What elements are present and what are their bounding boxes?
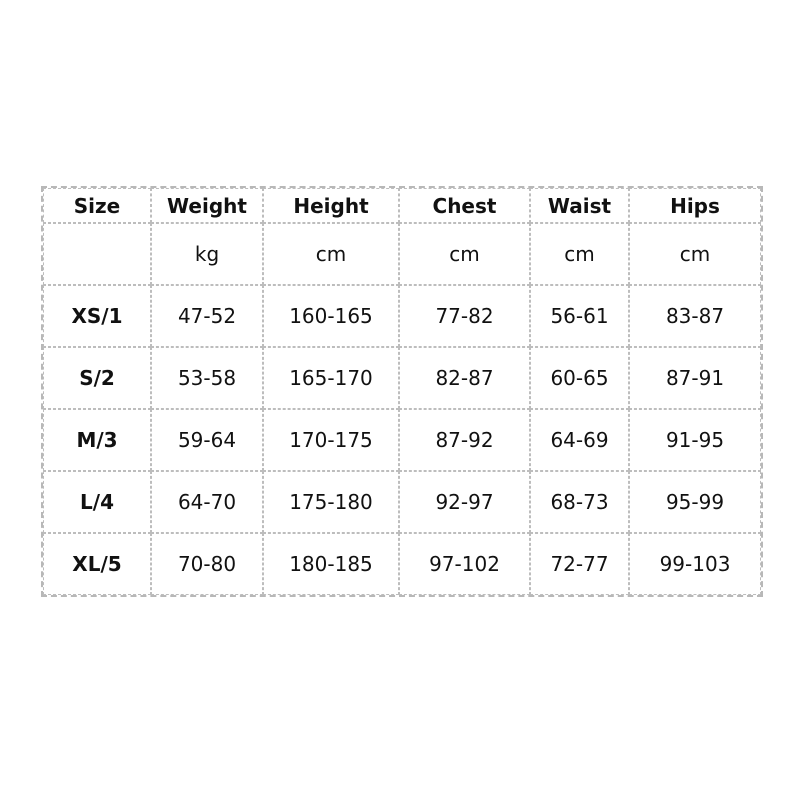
measurement-cell: 53-58 <box>151 347 263 409</box>
table-row: S/2 53-58 165-170 82-87 60-65 87-91 <box>43 347 761 409</box>
measurement-cell: 60-65 <box>530 347 629 409</box>
measurement-cell: 64-70 <box>151 471 263 533</box>
measurement-cell: 160-165 <box>263 285 399 347</box>
measurement-cell: 56-61 <box>530 285 629 347</box>
table-row: M/3 59-64 170-175 87-92 64-69 91-95 <box>43 409 761 471</box>
units-row: kg cm cm cm cm <box>43 223 761 285</box>
measurement-cell: 87-92 <box>399 409 530 471</box>
header-weight: Weight <box>151 188 263 223</box>
size-cell: XL/5 <box>43 533 151 595</box>
size-cell: L/4 <box>43 471 151 533</box>
header-height: Height <box>263 188 399 223</box>
unit-cell <box>43 223 151 285</box>
measurement-cell: 97-102 <box>399 533 530 595</box>
unit-cell: cm <box>399 223 530 285</box>
unit-cell: cm <box>530 223 629 285</box>
measurement-cell: 82-87 <box>399 347 530 409</box>
measurement-cell: 83-87 <box>629 285 761 347</box>
measurement-cell: 92-97 <box>399 471 530 533</box>
measurement-cell: 180-185 <box>263 533 399 595</box>
size-cell: S/2 <box>43 347 151 409</box>
measurement-cell: 87-91 <box>629 347 761 409</box>
measurement-cell: 170-175 <box>263 409 399 471</box>
table-row: XL/5 70-80 180-185 97-102 72-77 99-103 <box>43 533 761 595</box>
measurement-cell: 175-180 <box>263 471 399 533</box>
measurement-cell: 72-77 <box>530 533 629 595</box>
measurement-cell: 64-69 <box>530 409 629 471</box>
measurement-cell: 99-103 <box>629 533 761 595</box>
size-cell: XS/1 <box>43 285 151 347</box>
header-size: Size <box>43 188 151 223</box>
measurement-cell: 165-170 <box>263 347 399 409</box>
unit-cell: kg <box>151 223 263 285</box>
measurement-cell: 91-95 <box>629 409 761 471</box>
size-chart-table: Size Weight Height Chest Waist Hips kg c… <box>41 186 763 597</box>
measurement-cell: 47-52 <box>151 285 263 347</box>
header-row: Size Weight Height Chest Waist Hips <box>43 188 761 223</box>
table-row: L/4 64-70 175-180 92-97 68-73 95-99 <box>43 471 761 533</box>
size-cell: M/3 <box>43 409 151 471</box>
measurement-cell: 95-99 <box>629 471 761 533</box>
unit-cell: cm <box>629 223 761 285</box>
table-row: XS/1 47-52 160-165 77-82 56-61 83-87 <box>43 285 761 347</box>
header-waist: Waist <box>530 188 629 223</box>
measurement-cell: 77-82 <box>399 285 530 347</box>
measurement-cell: 68-73 <box>530 471 629 533</box>
header-chest: Chest <box>399 188 530 223</box>
measurement-cell: 59-64 <box>151 409 263 471</box>
header-hips: Hips <box>629 188 761 223</box>
measurement-cell: 70-80 <box>151 533 263 595</box>
unit-cell: cm <box>263 223 399 285</box>
